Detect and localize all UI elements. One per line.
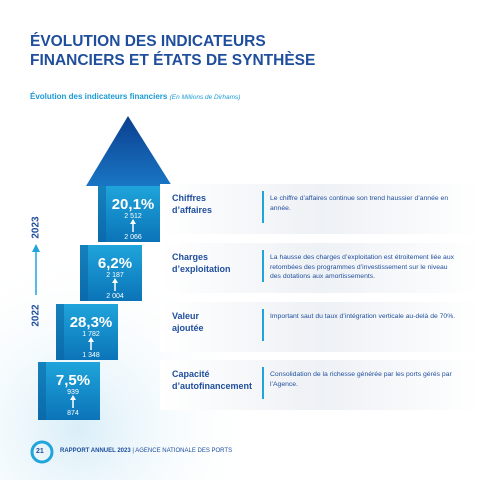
label-line: Chiffres [172,193,207,203]
page-number: 21 [36,448,44,455]
value-2023: 939 [67,389,79,396]
label-line: ajoutée [172,323,204,333]
step-block [38,362,100,420]
value-2022: 2 004 [106,293,124,300]
footer: RAPPORT ANNUEL 2023 | AGENCE NATIONALE D… [60,448,232,454]
subtitle: Évolution des indicateurs financiers (En… [30,92,240,101]
value-arrow-head [88,337,94,342]
indicator-label: Valeur ajoutée [172,310,204,334]
value-arrow-head [112,278,118,283]
description: Consolidation de la richesse générée par… [270,371,452,388]
label-line: d’affaires [172,205,213,215]
desc-bar [262,309,264,341]
year-bottom: 2022 [30,304,42,327]
value-2023: 1 782 [82,331,100,338]
value-2023: 2 512 [124,213,142,220]
percentage: 7,5% [55,372,91,389]
band [160,243,480,293]
label-line: d’exploitation [172,264,231,274]
step-side [38,362,46,420]
percentage: 20,1% [111,196,155,213]
footer-separator: | [132,448,134,454]
percentage: 28,3% [69,314,113,331]
arrow-head [86,116,172,186]
value-2022: 2 066 [124,234,142,241]
percentage: 6,2% [97,255,133,272]
subtitle-note: (En Millions de Dirhams) [169,94,241,101]
band [160,360,480,410]
indicator-label: Charges d’exploitation [172,251,231,275]
title-line: ÉVOLUTION DES INDICATEURS [30,33,266,50]
description: Le chiffre d’affaires continue son trend… [270,195,449,212]
indicator-label: Chiffres d’affaires [172,192,212,216]
desc-bar [262,191,264,223]
desc-bar [262,250,264,282]
step-block [56,304,118,360]
step-block [98,186,160,242]
year-arrow-head [32,244,40,252]
description: La hausse des charges d’exploitation est… [270,254,455,280]
label-line: Capacité [172,369,210,379]
desc-bar [262,367,264,399]
step-block [80,245,142,301]
step-side [80,245,88,301]
value-arrow-head [70,395,76,400]
indicator-label: Capacité d’autofinancement [172,368,252,392]
band [160,184,480,234]
title: ÉVOLUTION DES INDICATEURS FINANCIERS ET É… [30,32,315,70]
step-side [56,304,64,360]
label-line: Charges [172,252,209,262]
value-arrow-head [130,219,136,224]
year-top: 2023 [30,216,42,239]
value-2022: 874 [67,410,79,417]
label-line: d’autofinancement [172,381,253,391]
title-line: FINANCIERS ET ÉTATS DE SYNTHÈSE [30,52,316,69]
step-side [98,186,106,242]
footer-report: RAPPORT ANNUEL 2023 [60,448,131,454]
description: Important saut du taux d’intégration ver… [270,313,456,320]
subtitle-text: Évolution des indicateurs financiers [30,92,168,101]
band [160,302,480,352]
label-line: Valeur [172,311,200,321]
logo-ring [30,440,54,464]
value-2022: 1 348 [82,352,100,359]
value-2023: 2 187 [106,272,124,279]
footer-agency: AGENCE NATIONALE DES PORTS [135,448,233,454]
